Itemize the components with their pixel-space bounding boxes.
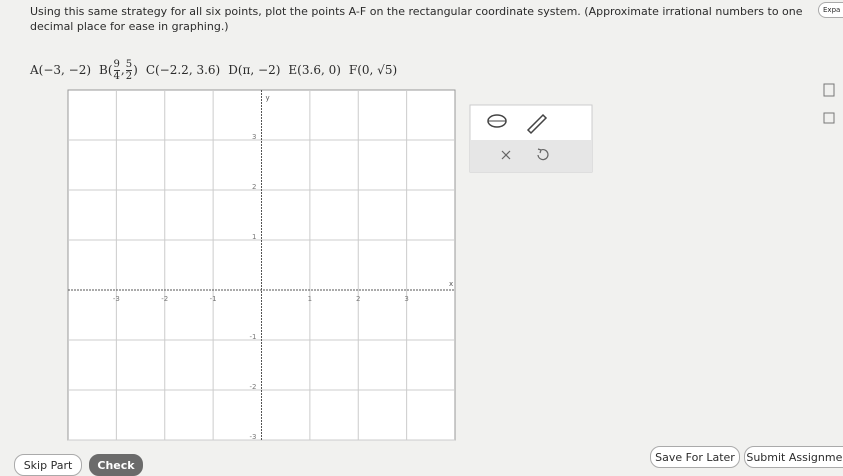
- x-tick-label: -2: [161, 295, 168, 303]
- y-axis-label: y: [266, 94, 270, 102]
- instruction: Using this same strategy for all six poi…: [30, 5, 803, 33]
- tool-panel-bottom: [470, 140, 592, 172]
- point-tool[interactable]: [487, 114, 507, 128]
- pencil-tool[interactable]: [526, 113, 548, 135]
- denominator: 4: [113, 70, 120, 82]
- expand-button[interactable]: Expa: [818, 2, 843, 18]
- y-tick-label: 2: [252, 183, 256, 191]
- y-tick-label: -3: [250, 433, 257, 441]
- point-label: A(−3, −2): [30, 63, 92, 77]
- skip-button[interactable]: Skip Part: [14, 454, 82, 476]
- undo-button[interactable]: [537, 148, 549, 161]
- x-tick-label: -1: [210, 295, 217, 303]
- y-tick-label: -2: [250, 383, 257, 391]
- point-suffix: ): [133, 63, 138, 77]
- side-icon[interactable]: [823, 112, 835, 124]
- point-label: C(−2.2, 3.6): [145, 63, 221, 77]
- save-button[interactable]: Save For Later: [650, 446, 740, 468]
- point-label: F(0, √5): [348, 63, 398, 77]
- check-button[interactable]: Check: [89, 454, 143, 476]
- x-tick-label: -3: [113, 295, 120, 303]
- x-tick-label: 3: [404, 295, 408, 303]
- y-tick-label: 3: [252, 133, 256, 141]
- y-tick-label: -1: [250, 333, 257, 341]
- point-prefix: B(: [99, 63, 113, 77]
- separator: ,: [120, 63, 125, 77]
- y-tick-label: 1: [252, 233, 256, 241]
- x-tick-label: 1: [308, 295, 312, 303]
- point-label: E(3.6, 0): [288, 63, 341, 77]
- x-axis-label: x: [449, 280, 453, 288]
- side-icon[interactable]: [823, 83, 835, 97]
- point-list: A(−3, −2) B(9 4, 5 2) C(−2.2, 3.6) D(π, −2) E(3…: [30, 56, 397, 84]
- x-tick-label: 2: [356, 295, 360, 303]
- clear-button[interactable]: [501, 150, 511, 160]
- point-label: B(9 4, 5 2): [99, 59, 138, 82]
- point-label: D(π, −2): [228, 63, 281, 77]
- numerator: 5: [125, 58, 133, 71]
- numerator: 9: [113, 58, 120, 71]
- denominator: 2: [125, 70, 133, 82]
- submit-button[interactable]: Submit Assignment: [744, 446, 843, 468]
